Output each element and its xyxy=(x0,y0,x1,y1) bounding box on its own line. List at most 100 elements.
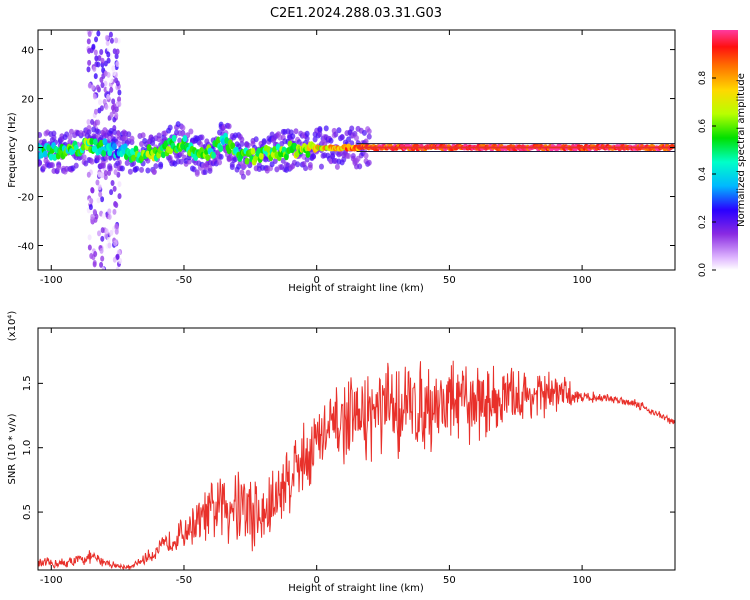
heatmap-cell xyxy=(111,65,116,72)
heatmap-cell xyxy=(245,142,251,149)
heatmap-cell xyxy=(109,111,114,118)
heatmap-cell xyxy=(111,129,117,136)
heatmap-cell xyxy=(109,189,114,196)
heatmap-cell xyxy=(49,162,55,169)
heatmap-cell xyxy=(115,253,120,260)
colorbar-tick-label: 0.2 xyxy=(698,215,708,229)
heatmap-cell xyxy=(100,227,105,234)
heatmap-cell xyxy=(110,104,115,111)
heatmap-cell xyxy=(114,223,119,230)
heatmap-cell xyxy=(363,152,369,159)
heatmap-cell xyxy=(112,185,117,192)
heatmap-cell xyxy=(99,49,104,56)
heatmap-cell xyxy=(224,136,230,144)
heatmap-cell xyxy=(86,66,91,73)
top-y-tick-label: 40 xyxy=(21,46,34,57)
colorbar-tick-label: 0.0 xyxy=(698,263,708,278)
heatmap-cell xyxy=(56,164,62,171)
heatmap-cell xyxy=(81,154,87,161)
heatmap-cell xyxy=(88,204,93,211)
heatmap-cell xyxy=(145,157,151,164)
heatmap-cell xyxy=(205,154,211,162)
heatmap-cell xyxy=(171,134,177,142)
heatmap-cell xyxy=(89,158,95,165)
heatmap-cell xyxy=(93,73,98,80)
heatmap-cell xyxy=(86,124,92,131)
heatmap-cell xyxy=(114,228,119,235)
heatmap-cell xyxy=(114,53,119,60)
heatmap-cell xyxy=(93,108,98,115)
heatmap-cell xyxy=(305,150,311,158)
bottom-y-tick-label: 1.0 xyxy=(22,440,33,456)
heatmap-cell xyxy=(100,196,105,203)
heatmap-cell xyxy=(96,154,102,161)
heatmap-cell xyxy=(349,125,355,132)
heatmap-cell xyxy=(323,125,329,132)
snr-plot-area xyxy=(38,328,675,570)
heatmap-cell xyxy=(336,127,342,134)
heatmap-cell xyxy=(361,129,367,136)
heatmap-cell xyxy=(100,57,105,64)
heatmap-cell xyxy=(104,103,109,110)
heatmap-cell xyxy=(105,40,110,47)
heatmap-cell xyxy=(114,106,119,113)
heatmap-cell xyxy=(99,247,104,254)
heatmap-cell xyxy=(104,34,109,41)
heatmap-cell xyxy=(109,37,114,44)
heatmap-cell xyxy=(96,30,101,37)
heatmap-cell xyxy=(333,131,339,138)
heatmap-cell xyxy=(90,218,95,225)
heatmap-cell xyxy=(202,168,208,175)
heatmap-cell xyxy=(217,159,223,166)
heatmap-cell xyxy=(51,134,57,141)
heatmap-cell xyxy=(92,93,97,100)
heatmap-cell xyxy=(295,161,301,168)
heatmap-cell xyxy=(112,48,117,55)
heatmap-cell xyxy=(280,157,286,164)
heatmap-cell xyxy=(111,70,116,77)
heatmap-cell xyxy=(107,163,113,170)
heatmap-cell xyxy=(97,230,102,237)
bottom-x-tick-label: -100 xyxy=(40,575,63,586)
heatmap-cell xyxy=(87,244,92,251)
colorbar-label: Normalized spectral amplitude xyxy=(736,73,747,227)
spectrogram-panel: -100 -50 0 50 100 40 20 0 -20 -40 Height of stra… xyxy=(7,29,676,294)
top-y-tick-label: -20 xyxy=(18,193,34,204)
heatmap-cell xyxy=(318,163,324,170)
heatmap-cell xyxy=(346,152,352,159)
heatmap-cell xyxy=(124,160,130,167)
heatmap-cell xyxy=(207,167,213,174)
heatmap-cell xyxy=(117,181,122,188)
heatmap-cell xyxy=(311,153,317,160)
heatmap-cell xyxy=(92,261,97,268)
heatmap-cell xyxy=(38,132,43,139)
heatmap-cell xyxy=(99,105,104,112)
heatmap-cell xyxy=(87,59,92,66)
heatmap-cell xyxy=(250,147,256,155)
heatmap-cell xyxy=(357,163,363,170)
heatmap-cell xyxy=(97,99,102,106)
bottom-y-tick-label: 0.5 xyxy=(22,504,33,520)
heatmap-cell xyxy=(218,145,224,153)
heatmap-cell xyxy=(151,168,157,175)
heatmap-cell xyxy=(107,242,112,249)
heatmap-cell xyxy=(94,36,99,43)
heatmap-cell xyxy=(101,149,107,157)
top-x-tick-label: 100 xyxy=(573,275,592,286)
bottom-x-tick-label: 100 xyxy=(573,575,592,586)
spectrogram-heatmap xyxy=(38,30,675,270)
heatmap-cell xyxy=(98,191,103,198)
heatmap-cell xyxy=(226,123,232,130)
heatmap-cell xyxy=(366,133,372,140)
heatmap-cell xyxy=(115,61,120,68)
colorbar-tick-label: 0.8 xyxy=(698,71,708,86)
heatmap-cell xyxy=(240,173,246,180)
heatmap-cell xyxy=(103,60,108,67)
heatmap-cell xyxy=(114,77,119,84)
heatmap-cell xyxy=(87,82,92,89)
heatmap-cell xyxy=(67,134,73,141)
heatmap-cell xyxy=(100,255,105,262)
heatmap-cell xyxy=(117,96,122,103)
heatmap-cell xyxy=(108,120,113,127)
heatmap-cell xyxy=(178,158,184,165)
